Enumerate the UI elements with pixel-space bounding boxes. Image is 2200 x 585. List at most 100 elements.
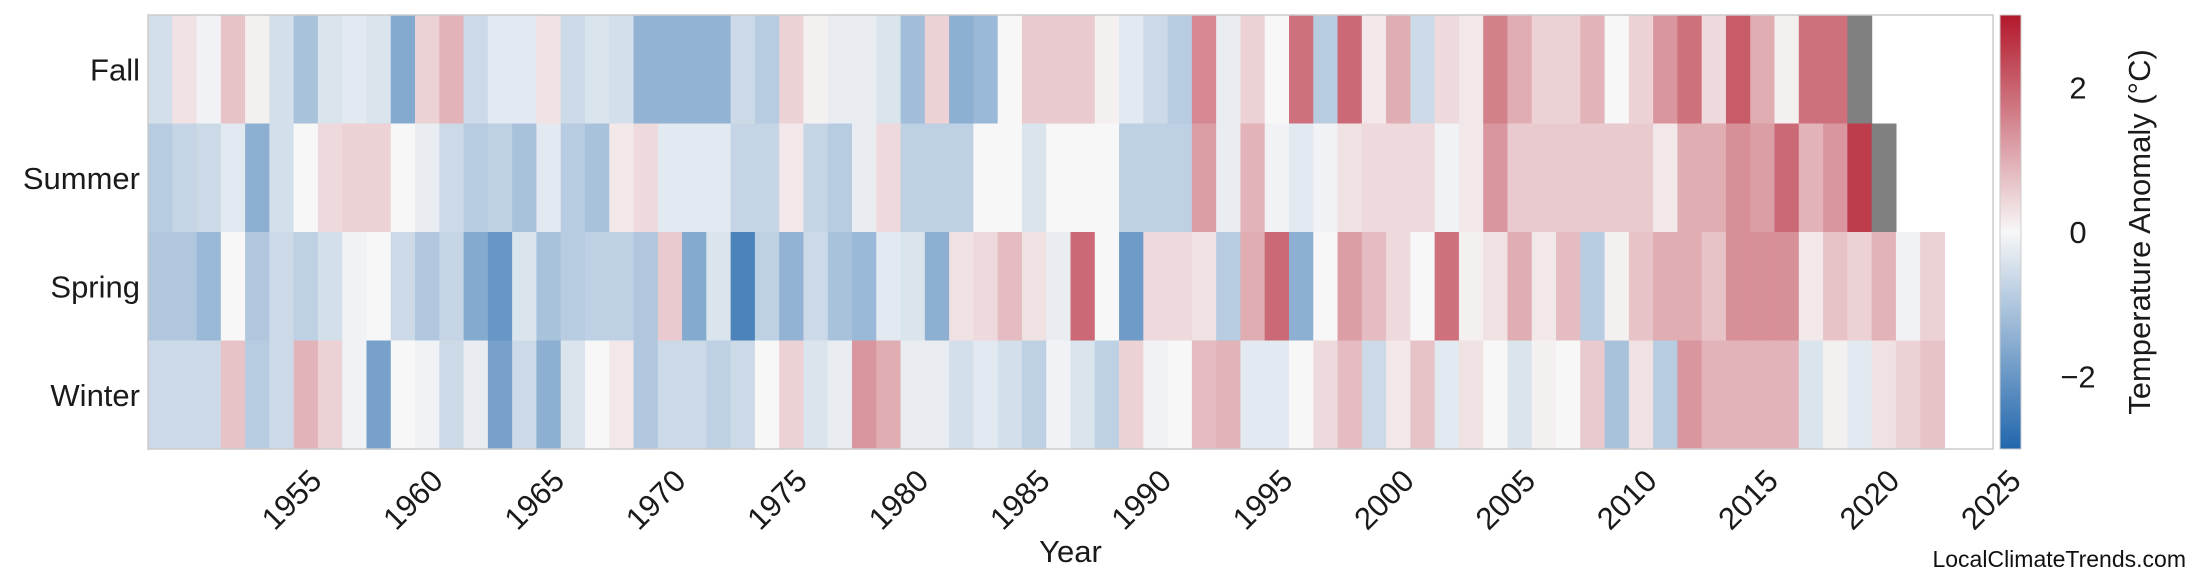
heatmap-cell-winter-1962 (439, 340, 465, 450)
heatmap-cell-summer-2002 (1410, 123, 1436, 233)
heatmap-cell-fall-1973 (706, 15, 732, 125)
heatmap-cell-fall-1953 (220, 15, 246, 125)
x-tick-label-1985: 1985 (983, 463, 1057, 537)
heatmap-cell-summer-1983 (949, 123, 974, 233)
heatmap-cell-spring-2021 (1871, 232, 1897, 342)
row-label-spring: Spring (50, 269, 140, 304)
heatmap-cell-winter-1992 (1167, 340, 1193, 450)
heatmap-cell-fall-2006 (1507, 15, 1533, 125)
heatmap-cell-summer-1969 (609, 123, 635, 233)
heatmap-cell-fall-1951 (172, 15, 198, 125)
heatmap-cell-winter-2000 (1361, 340, 1387, 450)
heatmap-cell-spring-2016 (1750, 232, 1776, 342)
heatmap-cell-winter-1954 (245, 340, 270, 450)
heatmap-cell-winter-2013 (1677, 340, 1703, 450)
heatmap-cell-summer-1979 (852, 123, 877, 233)
heatmap-cell-summer-1988 (1070, 123, 1096, 233)
heatmap-cell-spring-1996 (1264, 232, 1290, 342)
heatmap-cell-winter-2010 (1604, 340, 1630, 450)
heatmap-cell-spring-2001 (1386, 232, 1411, 342)
heatmap-cell-spring-1954 (245, 232, 270, 342)
x-tick-label-2005: 2005 (1469, 463, 1543, 537)
heatmap-cell-fall-1997 (1288, 15, 1314, 125)
heatmap-cell-winter-1993 (1191, 340, 1217, 450)
heatmap-cell-spring-1962 (439, 232, 465, 342)
heatmap-cell-fall-2019 (1823, 15, 1848, 125)
heatmap-cell-spring-1999 (1337, 232, 1363, 342)
heatmap-cell-fall-2020 (1847, 15, 1873, 125)
heatmap-cell-winter-1957 (317, 340, 343, 450)
heatmap-cell-fall-2004 (1458, 15, 1484, 125)
heatmap-cell-winter-1973 (706, 340, 732, 450)
heatmap-cell-fall-1954 (245, 15, 270, 125)
x-tick-label-2025: 2025 (1954, 463, 2028, 537)
heatmap-cell-spring-1987 (1046, 232, 1072, 342)
heatmap-cell-summer-1992 (1167, 123, 1193, 233)
heatmap-cell-summer-1998 (1313, 123, 1339, 233)
heatmap-cell-summer-1990 (1119, 123, 1144, 233)
heatmap-cell-fall-1998 (1313, 15, 1339, 125)
heatmap-cell-summer-2017 (1774, 123, 1800, 233)
heatmap-cell-winter-1952 (196, 340, 222, 450)
x-tick-label-1990: 1990 (1104, 463, 1178, 537)
heatmap-cell-summer-1981 (900, 123, 926, 233)
heatmap-cell-summer-2016 (1750, 123, 1776, 233)
heatmap-cell-spring-1986 (1021, 232, 1047, 342)
heatmap-cell-summer-1961 (415, 123, 440, 233)
heatmap-cell-winter-1988 (1070, 340, 1096, 450)
heatmap-cell-fall-1961 (415, 15, 440, 125)
heatmap-cell-winter-1980 (876, 340, 902, 450)
heatmap-cell-summer-1967 (560, 123, 586, 233)
heatmap-cell-winter-1995 (1240, 340, 1266, 450)
heatmap-cell-summer-1958 (342, 123, 368, 233)
heatmap-cell-fall-1989 (1094, 15, 1120, 125)
heatmap-cell-winter-2008 (1556, 340, 1581, 450)
heatmap-cell-summer-2000 (1361, 123, 1387, 233)
heatmap-cell-summer-2007 (1531, 123, 1557, 233)
heatmap-cell-winter-1971 (657, 340, 683, 450)
heatmap-cell-fall-1985 (997, 15, 1023, 125)
heatmap-cell-winter-1997 (1288, 340, 1314, 450)
colorbar-tick-2: 2 (2069, 70, 2086, 105)
heatmap-cell-spring-1978 (827, 232, 853, 342)
heatmap-cell-spring-2009 (1580, 232, 1606, 342)
x-tick-label-2020: 2020 (1833, 463, 1907, 537)
heatmap-cell-fall-1987 (1046, 15, 1072, 125)
heatmap-cell-fall-1952 (196, 15, 222, 125)
heatmap-cell-summer-2015 (1725, 123, 1751, 233)
x-tick-label-1970: 1970 (619, 463, 693, 537)
heatmap-cell-fall-1993 (1191, 15, 1217, 125)
heatmap-cell-fall-2014 (1701, 15, 1727, 125)
heatmap-cell-fall-1962 (439, 15, 465, 125)
heatmap-cell-summer-1965 (512, 123, 538, 233)
colorbar-tick-neg2: −2 (2060, 360, 2095, 395)
heatmap-cell-fall-1964 (487, 15, 513, 125)
heatmap-cell-spring-1997 (1288, 232, 1314, 342)
heatmap-cell-fall-2000 (1361, 15, 1387, 125)
heatmap-cell-spring-2014 (1701, 232, 1727, 342)
heatmap-cell-spring-2000 (1361, 232, 1387, 342)
heatmap-cell-winter-1994 (1216, 340, 1242, 450)
heatmap-cell-fall-2005 (1483, 15, 1509, 125)
heatmap-cell-winter-1991 (1143, 340, 1169, 450)
colorbar-tick-0: 0 (2069, 215, 2086, 250)
heatmap-cell-summer-2014 (1701, 123, 1727, 233)
heatmap-cell-summer-1953 (220, 123, 246, 233)
heatmap-cell-spring-2012 (1653, 232, 1679, 342)
heatmap-cell-spring-1984 (973, 232, 999, 342)
heatmap-cell-winter-1998 (1313, 340, 1339, 450)
heatmap-cell-summer-1984 (973, 123, 999, 233)
heatmap-cell-winter-1984 (973, 340, 999, 450)
colorbar (1999, 14, 2022, 450)
heatmap-cell-winter-2012 (1653, 340, 1679, 450)
heatmap-cell-summer-1985 (997, 123, 1023, 233)
heatmap-cell-summer-2009 (1580, 123, 1606, 233)
heatmap-cell-summer-1952 (196, 123, 222, 233)
heatmap-cell-spring-1965 (512, 232, 538, 342)
heatmap-cell-spring-1959 (366, 232, 392, 342)
heatmap-cell-spring-1969 (609, 232, 635, 342)
heatmap-cell-summer-1975 (754, 123, 780, 233)
x-tick-labels: 1955 1960 1965 1970 1975 1980 1985 1990 1995 2000… (255, 463, 2028, 537)
heatmap-cell-spring-2011 (1628, 232, 1654, 342)
